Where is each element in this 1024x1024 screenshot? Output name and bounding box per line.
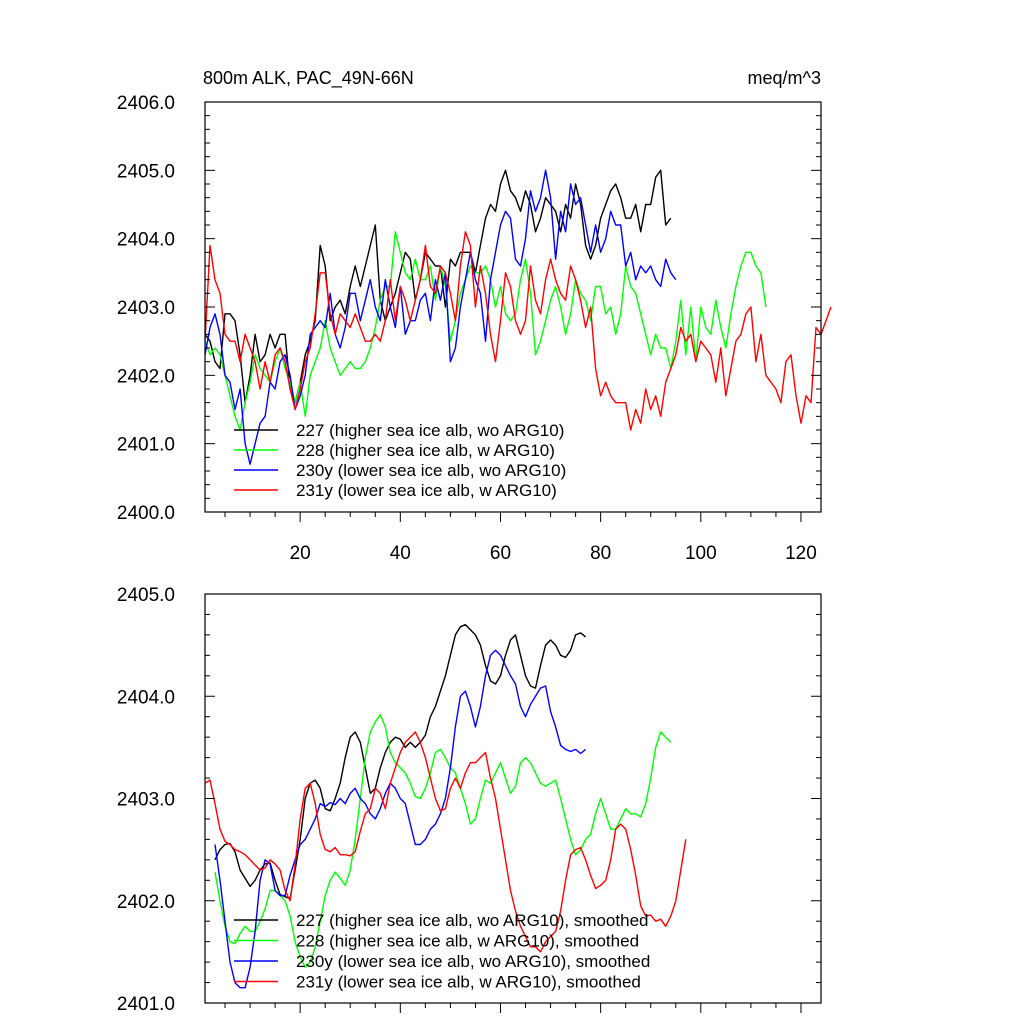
x-tick-label: 40 — [390, 543, 411, 564]
y-tick-label: 2403.0 — [117, 298, 175, 319]
top-chart-units: meq/m^3 — [748, 68, 821, 88]
bottom-chart-series-group — [204, 624, 687, 989]
series-line-top-1 — [204, 231, 767, 431]
y-tick-label: 2402.0 — [117, 892, 175, 913]
legend-label: 228 (higher sea ice alb, w ARG10), smoot… — [296, 932, 639, 951]
top-chart-legend: 227 (higher sea ice alb, wo ARG10)228 (h… — [234, 421, 566, 500]
y-tick-label: 2400.0 — [117, 503, 175, 524]
legend-label: 227 (higher sea ice alb, wo ARG10) — [296, 421, 564, 440]
x-tick-label: 60 — [490, 543, 511, 564]
y-tick-label: 2406.0 — [117, 93, 175, 114]
series-line-bottom-3 — [204, 731, 687, 953]
legend-label: 231y (lower sea ice alb, w ARG10) — [296, 481, 557, 500]
x-tick-label: 100 — [685, 543, 717, 564]
y-tick-label: 2401.0 — [117, 994, 175, 1015]
series-line-bottom-1 — [214, 714, 672, 968]
series-line-bottom-2 — [214, 649, 587, 989]
y-tick-label: 2405.0 — [117, 161, 175, 182]
top-chart-title: 800m ALK, PAC_49N-66N — [203, 68, 414, 89]
x-tick-label: 80 — [590, 543, 611, 564]
y-tick-label: 2403.0 — [117, 790, 175, 811]
legend-label: 228 (higher sea ice alb, w ARG10) — [296, 441, 555, 460]
legend-label: 230y (lower sea ice alb, wo ARG10) — [296, 461, 566, 480]
top-chart-ticks: 2400.0 2401.0 2402.0 2403.0 2404.0 2405.0 2406… — [117, 93, 821, 564]
top-panel: 800m ALK, PAC_49N-66N meq/m^3 2400.0 2401… — [117, 68, 832, 564]
legend-label: 230y (lower sea ice alb, wo ARG10), smoo… — [296, 952, 650, 971]
y-tick-label: 2404.0 — [117, 687, 175, 708]
y-tick-label: 2405.0 — [117, 585, 175, 606]
legend-label: 227 (higher sea ice alb, wo ARG10), smoo… — [296, 911, 648, 930]
y-tick-label: 2401.0 — [117, 435, 175, 456]
bottom-chart-ticks: 2401.0 2402.0 2403.0 2404.0 2405.0 — [117, 585, 821, 1015]
series-line-top-0 — [204, 169, 672, 404]
y-tick-label: 2402.0 — [117, 366, 175, 387]
bottom-panel: 2401.0 2402.0 2403.0 2404.0 2405.0 227 (high… — [117, 585, 822, 1015]
legend-label: 231y (lower sea ice alb, w ARG10), smoot… — [296, 973, 641, 992]
y-tick-label: 2404.0 — [117, 230, 175, 251]
series-line-bottom-0 — [214, 624, 587, 900]
series-line-top-3 — [204, 231, 832, 431]
x-tick-label: 120 — [785, 543, 817, 564]
bottom-chart-legend: 227 (higher sea ice alb, wo ARG10), smoo… — [234, 911, 650, 992]
top-chart-series-group — [204, 169, 832, 465]
x-tick-label: 20 — [290, 543, 311, 564]
